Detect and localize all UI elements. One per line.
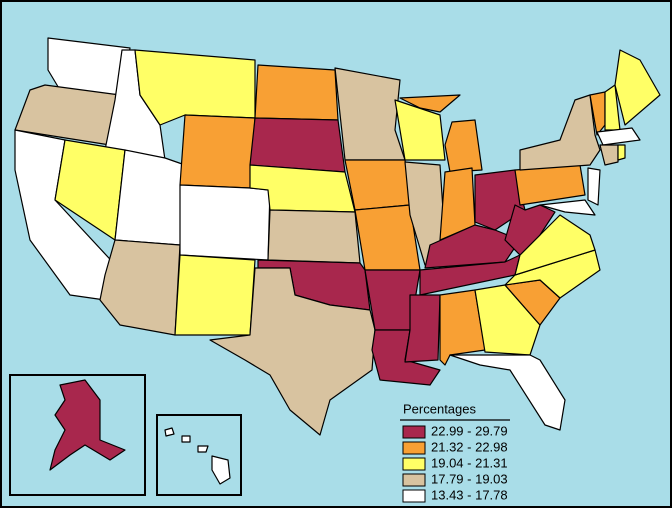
state (14, 84, 121, 146)
state (614, 49, 661, 126)
state (114, 149, 186, 246)
state (599, 144, 619, 166)
state (519, 94, 601, 171)
state (134, 49, 256, 126)
state (179, 184, 271, 261)
legend-label: 19.04 - 21.31 (431, 455, 508, 470)
state (249, 117, 346, 173)
state (394, 99, 446, 161)
state (49, 379, 126, 471)
legend-title: Percentages (403, 401, 476, 416)
state (399, 94, 461, 113)
state (254, 64, 339, 121)
state (209, 267, 376, 436)
state (164, 427, 175, 437)
state (181, 435, 191, 443)
state (449, 354, 566, 431)
state (404, 294, 441, 363)
state (174, 254, 256, 336)
state (334, 67, 406, 161)
legend-swatch (402, 473, 426, 487)
alaska-inset (9, 374, 146, 496)
states (14, 37, 661, 485)
state (504, 204, 556, 256)
state (267, 209, 361, 264)
legend-label: 13.43 - 17.78 (431, 487, 508, 502)
legend-swatch (402, 489, 426, 503)
state (617, 144, 626, 161)
hawaii-inset (156, 414, 242, 496)
state (179, 114, 256, 189)
state (474, 284, 541, 356)
state (197, 445, 209, 453)
legend-swatch (402, 425, 426, 439)
state (587, 167, 601, 206)
legend-label: 17.79 - 19.03 (431, 471, 508, 486)
state (444, 119, 483, 173)
state (344, 159, 411, 211)
state (596, 127, 641, 146)
legend-swatch (402, 457, 426, 471)
state (539, 199, 596, 216)
legend-label: 22.99 - 29.79 (431, 423, 508, 438)
legend-swatch (402, 441, 426, 455)
state (211, 455, 231, 485)
legend-label: 21.32 - 22.98 (431, 439, 508, 454)
